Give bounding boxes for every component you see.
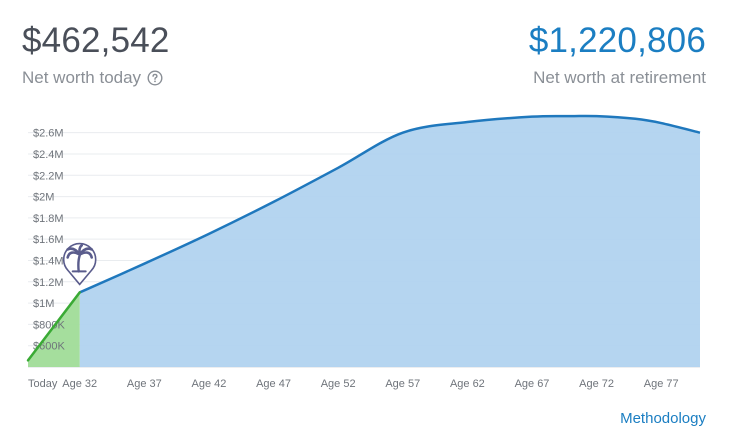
x-tick-label: Age 37 xyxy=(127,378,162,390)
palm-frond xyxy=(78,244,83,256)
y-tick-label: $1.8M xyxy=(33,213,64,225)
y-tick-label: $2.4M xyxy=(33,149,64,161)
net-worth-retirement-value: $1,220,806 xyxy=(528,21,706,60)
x-tick-label: Age 52 xyxy=(321,378,356,390)
methodology-link[interactable]: Methodology xyxy=(620,410,706,427)
net-worth-today-block: $462,542 Net worth today xyxy=(22,20,170,88)
x-tick-label: Age 32 xyxy=(62,378,97,390)
palm-tree-icon xyxy=(66,244,93,273)
x-tick-label: Today xyxy=(28,378,58,390)
y-tick-label: $800K xyxy=(33,319,65,331)
x-tick-label: Age 72 xyxy=(579,378,614,390)
projection-area xyxy=(79,115,700,367)
x-tick-label: Age 47 xyxy=(256,378,291,390)
net-worth-today-label: Net worth today xyxy=(22,68,142,87)
net-worth-today-label-row: Net worth today xyxy=(22,68,170,88)
x-axis-ticks: Today Age 32 Age 37 Age 42 Age 47 Age 52 Age 5… xyxy=(28,378,679,390)
x-tick-label: Age 77 xyxy=(644,378,679,390)
net-worth-today-value: $462,542 xyxy=(22,21,170,60)
x-tick-label: Age 62 xyxy=(450,378,485,390)
question-circle-icon[interactable] xyxy=(147,70,163,86)
palm-frond xyxy=(78,251,93,259)
y-tick-label: $1M xyxy=(33,298,54,310)
x-tick-label: Age 42 xyxy=(191,378,226,390)
x-tick-label: Age 67 xyxy=(515,378,550,390)
palm-trunk xyxy=(77,254,81,273)
x-tick-label: Age 57 xyxy=(385,378,420,390)
y-tick-label: $2M xyxy=(33,192,54,204)
net-worth-retirement-block: $1,220,806 Net worth at retirement xyxy=(529,20,706,88)
projection-line xyxy=(79,114,701,294)
y-tick-label: $1.2M xyxy=(33,277,64,289)
chart-lines xyxy=(26,114,701,362)
y-tick-label: $2.6M xyxy=(33,128,64,140)
history-line xyxy=(26,291,81,362)
y-tick-label: $2.2M xyxy=(33,170,64,182)
retirement-marker[interactable] xyxy=(62,242,97,286)
y-tick-label: $1.4M xyxy=(33,255,64,267)
y-tick-label: $1.6M xyxy=(33,234,64,246)
net-worth-retirement-label: Net worth at retirement xyxy=(533,68,706,87)
